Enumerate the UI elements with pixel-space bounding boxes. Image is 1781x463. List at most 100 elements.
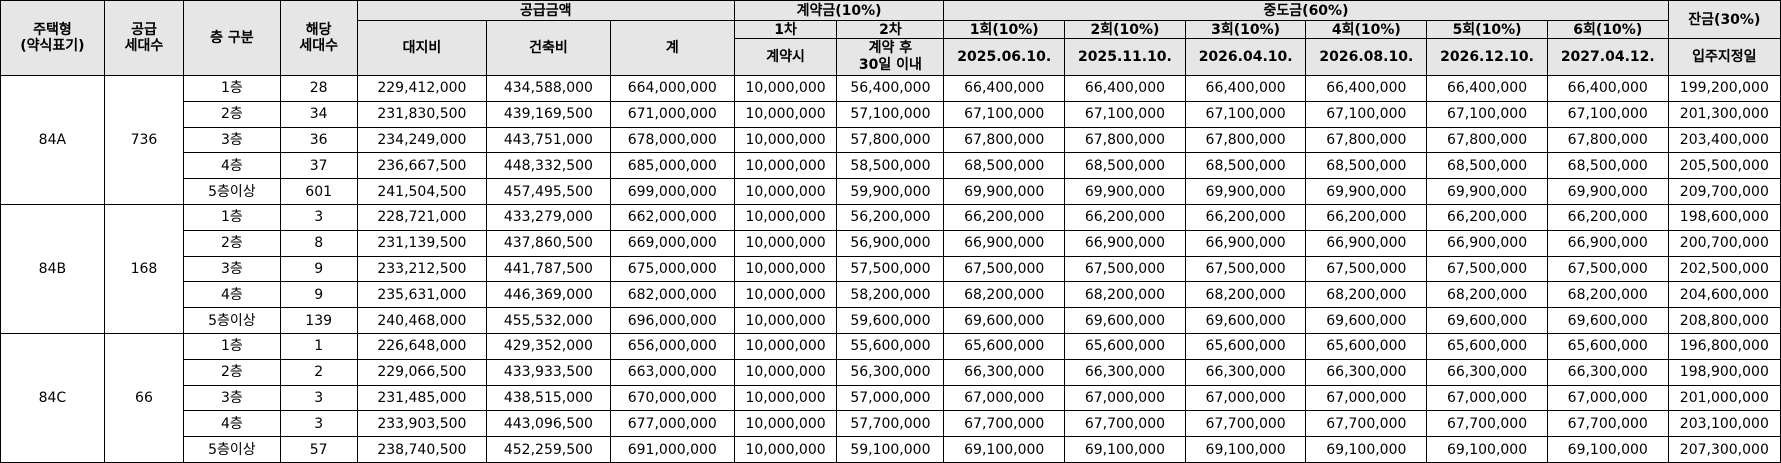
d1-cell: 10,000,000 [733,100,838,128]
d1-cell: 10,000,000 [733,203,838,231]
balance-cell: 199,200,000 [1667,75,1781,102]
middle-6-cell: 69,600,000 [1546,307,1669,334]
floor-cell: 1층 [183,203,281,231]
middle-3-cell: 66,400,000 [1184,75,1307,102]
land-cell: 240,468,000 [356,307,487,334]
middle-6-cell: 66,400,000 [1546,75,1669,102]
middle-2-cell: 69,100,000 [1064,436,1186,463]
house-type-cell: 84B [0,203,105,334]
header-deposit: 계약금(10%) [733,0,945,21]
middle-3-cell: 67,000,000 [1184,384,1307,412]
middle-6-cell: 67,100,000 [1546,100,1669,128]
header-building: 건축비 [485,20,611,76]
header-balance-when: 입주지정일 [1667,38,1781,76]
d1-cell: 10,000,000 [733,126,838,154]
middle-2-cell: 65,600,000 [1064,332,1186,360]
d1-cell: 10,000,000 [733,75,838,102]
land-cell: 235,631,000 [356,281,487,309]
land-cell: 233,903,500 [356,410,487,438]
building-cell: 437,860,500 [485,229,611,257]
building-cell: 446,369,000 [485,281,611,309]
balance-cell: 203,100,000 [1667,410,1781,438]
balance-cell: 201,000,000 [1667,384,1781,412]
building-cell: 433,933,500 [485,358,611,386]
balance-cell: 203,400,000 [1667,126,1781,154]
header-floor: 층 구분 [183,0,281,76]
d1-cell: 10,000,000 [733,152,838,180]
d2-cell: 58,500,000 [836,152,945,180]
header-land: 대지비 [356,20,487,76]
total-cell: 669,000,000 [609,229,735,257]
balance-cell: 209,700,000 [1667,178,1781,205]
table-header: 주택형 (약식표기) 공급 세대수 층 구분 해당 세대수 공급금액 계약금(1… [0,0,1781,76]
middle-2-cell: 67,800,000 [1064,126,1186,154]
d2-cell: 56,900,000 [836,229,945,257]
units-cell: 36 [279,126,358,154]
d1-cell: 10,000,000 [733,384,838,412]
middle-1-cell: 66,200,000 [943,203,1066,231]
header-middle-4-date: 2026.08.10. [1305,38,1428,76]
header-middle-2: 2회(10%) [1064,20,1186,39]
land-cell: 228,721,000 [356,203,487,231]
header-middle-5-date: 2026.12.10. [1426,38,1548,76]
middle-5-cell: 68,200,000 [1426,281,1548,309]
middle-3-cell: 69,900,000 [1184,178,1307,205]
middle-3-cell: 66,300,000 [1184,358,1307,386]
supply-units-cell: 66 [103,332,185,463]
middle-2-cell: 67,500,000 [1064,255,1186,283]
middle-1-cell: 69,900,000 [943,178,1066,205]
total-cell: 691,000,000 [609,436,735,463]
header-middle-2-date: 2025.11.10. [1064,38,1186,76]
middle-4-cell: 68,500,000 [1305,152,1428,180]
balance-cell: 207,300,000 [1667,436,1781,463]
header-deposit-2: 2차 [836,20,945,39]
balance-cell: 198,600,000 [1667,203,1781,231]
middle-4-cell: 67,000,000 [1305,384,1428,412]
table-row: 84C 66 1층 1 226,648,000 429,352,000 656,000,00… [0,332,1781,463]
d2-cell: 55,600,000 [836,332,945,360]
land-cell: 229,412,000 [356,75,487,102]
middle-4-cell: 67,700,000 [1305,410,1428,438]
middle-6-cell: 66,200,000 [1546,203,1669,231]
building-cell: 433,279,000 [485,203,611,231]
middle-4-cell: 67,100,000 [1305,100,1428,128]
house-type-cell: 84C [0,332,105,463]
d2-cell: 58,200,000 [836,281,945,309]
building-cell: 443,096,500 [485,410,611,438]
d1-cell: 10,000,000 [733,178,838,205]
units-cell: 3 [279,410,358,438]
middle-3-cell: 66,200,000 [1184,203,1307,231]
total-cell: 663,000,000 [609,358,735,386]
header-deposit-2-when: 계약 후 30일 이내 [836,38,945,76]
units-cell: 34 [279,100,358,128]
middle-5-cell: 69,100,000 [1426,436,1548,463]
middle-6-cell: 68,500,000 [1546,152,1669,180]
building-cell: 448,332,500 [485,152,611,180]
middle-6-cell: 66,300,000 [1546,358,1669,386]
middle-5-cell: 68,500,000 [1426,152,1548,180]
middle-5-cell: 66,400,000 [1426,75,1548,102]
units-cell: 9 [279,255,358,283]
middle-1-cell: 67,700,000 [943,410,1066,438]
middle-1-cell: 65,600,000 [943,332,1066,360]
middle-5-cell: 67,100,000 [1426,100,1548,128]
header-middle-6-date: 2027.04.12. [1546,38,1669,76]
d2-cell: 56,200,000 [836,203,945,231]
middle-3-cell: 68,200,000 [1184,281,1307,309]
land-cell: 241,504,500 [356,178,487,205]
d2-cell: 57,100,000 [836,100,945,128]
middle-4-cell: 65,600,000 [1305,332,1428,360]
middle-6-cell: 67,700,000 [1546,410,1669,438]
middle-2-cell: 67,100,000 [1064,100,1186,128]
middle-5-cell: 69,900,000 [1426,178,1548,205]
middle-3-cell: 67,500,000 [1184,255,1307,283]
middle-5-cell: 67,000,000 [1426,384,1548,412]
total-cell: 699,000,000 [609,178,735,205]
balance-cell: 205,500,000 [1667,152,1781,180]
middle-5-cell: 67,500,000 [1426,255,1548,283]
middle-2-cell: 68,200,000 [1064,281,1186,309]
middle-6-cell: 67,500,000 [1546,255,1669,283]
floor-cell: 3층 [183,384,281,412]
header-middle-payment: 중도금(60%) [943,0,1669,21]
land-cell: 226,648,000 [356,332,487,360]
